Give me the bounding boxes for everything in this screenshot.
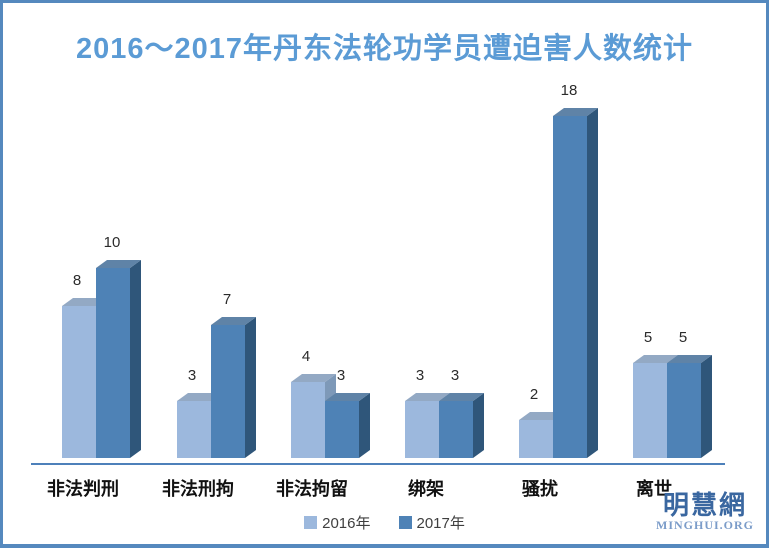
category-label: 骚扰	[522, 479, 558, 499]
value-label: 4	[301, 348, 311, 365]
bar-front-face	[439, 401, 473, 458]
bar-side-face	[473, 393, 484, 458]
bar-2017年-骚扰	[553, 108, 599, 459]
bar-2016年-非法拘留	[291, 374, 337, 458]
bar-2016年-骚扰	[519, 412, 565, 458]
plot-area: 非法判刑 非法刑拘 非法拘留 绑架 骚扰 离世 8 10 3 7 4 3 3 3 2 18 5 5	[3, 3, 766, 544]
bar-front-face	[96, 268, 130, 458]
bar-2016年-绑架	[405, 393, 451, 458]
value-label: 5	[678, 329, 688, 346]
value-label: 2	[529, 386, 539, 403]
bar-front-face	[633, 363, 667, 458]
bar-side-face	[130, 260, 141, 458]
bar-2017年-非法拘留	[325, 393, 371, 458]
watermark-english: MINGHUI.ORG	[656, 518, 754, 533]
bar-front-face	[553, 116, 587, 458]
bar-side-face	[359, 393, 370, 458]
legend-label: 2016年	[322, 515, 371, 532]
watermark: 明慧網 MINGHUI.ORG	[656, 492, 754, 532]
category-label: 非法刑拘	[162, 479, 234, 499]
value-label: 3	[336, 367, 346, 384]
bar-front-face	[211, 325, 245, 458]
value-label: 8	[72, 272, 82, 289]
x-axis-line	[31, 463, 725, 465]
bar-2017年-非法刑拘	[211, 317, 257, 458]
bar-side-face	[701, 355, 712, 458]
bar-front-face	[519, 420, 553, 458]
category-label: 非法拘留	[276, 479, 348, 499]
value-label: 3	[187, 367, 197, 384]
bar-front-face	[291, 382, 325, 458]
bar-front-face	[405, 401, 439, 458]
value-label: 3	[415, 367, 425, 384]
value-label: 18	[560, 82, 578, 99]
bar-2017年-非法判刑	[96, 260, 142, 458]
value-label: 3	[450, 367, 460, 384]
value-label: 7	[222, 291, 232, 308]
category-label: 绑架	[408, 479, 444, 499]
bar-front-face	[325, 401, 359, 458]
value-label: 5	[643, 329, 653, 346]
watermark-chinese: 明慧網	[662, 491, 747, 520]
bar-2017年-离世	[667, 355, 713, 458]
legend-swatch	[304, 516, 318, 529]
chart-title: 2016～2017年丹东法轮功学员遭迫害人数统计	[75, 33, 694, 65]
legend-item-2017年: 2017年	[398, 512, 465, 533]
bar-2017年-绑架	[439, 393, 485, 458]
bar-2016年-离世	[633, 355, 679, 458]
bar-side-face	[587, 108, 598, 459]
value-label: 10	[103, 234, 121, 251]
legend-label: 2017年	[416, 515, 465, 532]
legend-swatch	[398, 516, 412, 529]
bar-front-face	[667, 363, 701, 458]
bar-front-face	[177, 401, 211, 458]
legend: 2016年 2017年	[3, 512, 766, 533]
category-label: 离世	[636, 479, 672, 499]
legend-item-2016年: 2016年	[304, 512, 371, 533]
bar-2016年-非法刑拘	[177, 393, 223, 458]
bar-2016年-非法判刑	[62, 298, 108, 458]
bar-side-face	[245, 317, 256, 458]
bar-front-face	[62, 306, 96, 458]
category-label: 非法判刑	[47, 479, 119, 499]
